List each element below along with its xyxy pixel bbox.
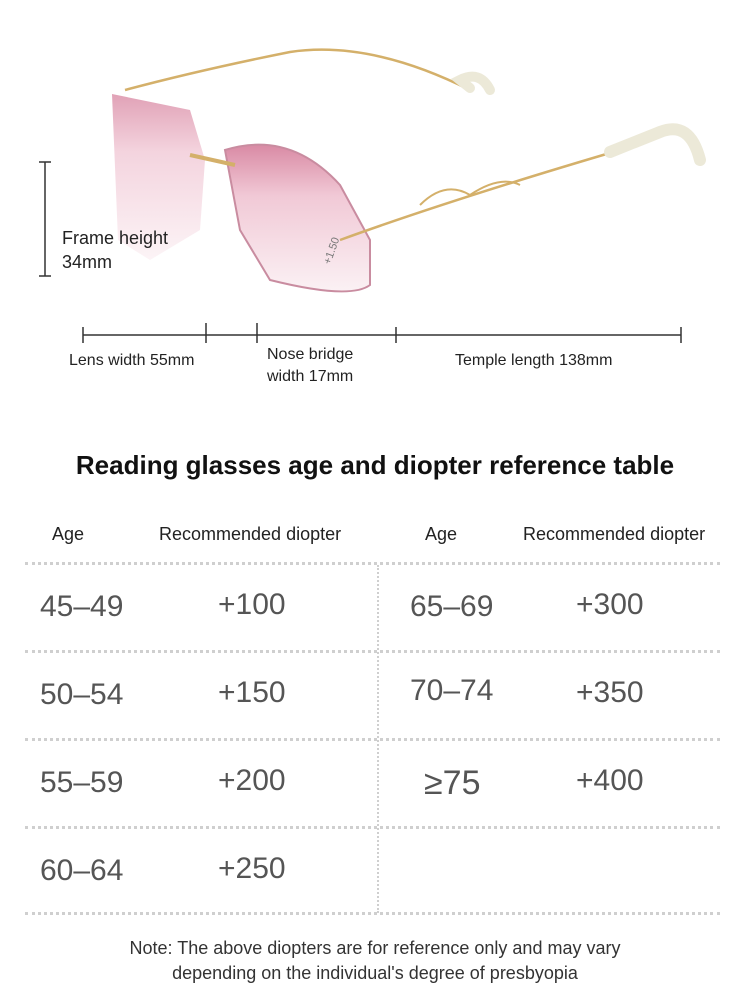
- row-divider: [25, 826, 720, 829]
- footnote: Note: The above diopters are for referen…: [0, 936, 750, 986]
- header-age-right: Age: [425, 524, 458, 544]
- row-divider: [25, 650, 720, 653]
- left-lens: [112, 94, 205, 260]
- diopter-cell: +250: [218, 852, 286, 885]
- right-temple: [339, 148, 621, 242]
- diopter-cell: +350: [576, 676, 644, 709]
- nose-bridge: [189, 153, 236, 167]
- diopter-cell: +100: [218, 588, 286, 621]
- temple-tip: [604, 123, 706, 166]
- row-divider: [25, 562, 720, 565]
- age-cell: 55–59: [40, 766, 124, 799]
- row-divider: [25, 738, 720, 741]
- diopter-cell: +200: [218, 764, 286, 797]
- diopter-cell: +400: [576, 764, 644, 797]
- glasses-image: +1.50: [39, 48, 706, 343]
- frame-height-dimension-line: [39, 161, 51, 277]
- nose-bridge-text: Nose bridge: [267, 346, 354, 363]
- diopter-cell: +150: [218, 676, 286, 709]
- header-diopter-right: Recommended diopter: [523, 524, 706, 544]
- nose-bridge-value: width 17mm: [267, 368, 354, 385]
- age-cell: 45–49: [40, 590, 124, 623]
- age-cell: 65–69: [410, 590, 494, 623]
- nose-bridge-label: Nose bridge width 17mm: [267, 344, 353, 388]
- header-age-left: Age: [52, 524, 85, 544]
- right-lens: [223, 143, 371, 293]
- frame-height-label: Frame height 34mm: [62, 226, 168, 274]
- table-title: Reading glasses age and diopter referenc…: [75, 450, 675, 480]
- footnote-line: depending on the individual's degree of …: [172, 963, 578, 983]
- row-divider: [25, 912, 720, 915]
- frame-height-text: Frame height: [62, 228, 169, 248]
- age-cell: 70–74: [410, 674, 494, 707]
- age-cell: ≥75: [424, 764, 481, 802]
- frame-height-value: 34mm: [62, 252, 113, 272]
- left-temple: [124, 48, 471, 92]
- lens-width-label: Lens width 55mm: [69, 352, 195, 369]
- background-blur: [0, 560, 750, 1000]
- age-cell: 60–64: [40, 854, 124, 887]
- footnote-line: Note: The above diopters are for referen…: [129, 938, 621, 958]
- column-divider: [377, 565, 379, 913]
- age-cell: 50–54: [40, 678, 124, 711]
- header-diopter-left: Recommended diopter: [159, 524, 342, 544]
- diopter-cell: +300: [576, 588, 644, 621]
- width-dimension-line: [82, 323, 682, 343]
- temple-length-label: Temple length 138mm: [455, 352, 613, 369]
